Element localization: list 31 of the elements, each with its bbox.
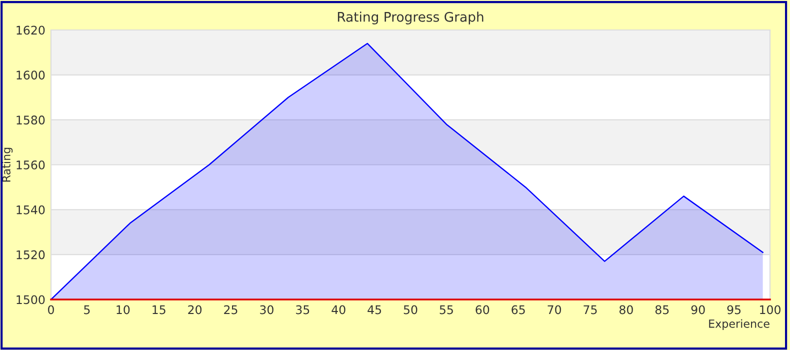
x-tick-label: 5 <box>84 305 90 314</box>
x-tick-label: 25 <box>224 305 238 314</box>
x-tick-label: 10 <box>116 305 130 314</box>
x-tick-label: 80 <box>619 305 633 314</box>
y-axis-title: Rating <box>2 148 13 182</box>
x-tick-label: 0 <box>48 305 54 314</box>
chart-title: Rating Progress Graph <box>338 12 484 24</box>
y-tick-label: 1500 <box>16 295 45 304</box>
x-tick-label: 70 <box>548 305 562 314</box>
x-tick-label: 95 <box>727 305 741 314</box>
x-tick-label: 35 <box>296 305 310 314</box>
y-tick-label: 1520 <box>16 250 45 260</box>
x-tick-label: 75 <box>584 305 597 314</box>
x-tick-label: 50 <box>404 305 418 314</box>
x-tick-label: 85 <box>655 305 669 314</box>
x-tick-label: 45 <box>368 305 382 314</box>
y-tick-label: 1580 <box>16 116 45 124</box>
x-tick-label: 55 <box>440 305 453 314</box>
x-tick-label: 65 <box>512 305 525 314</box>
y-tick-label: 1600 <box>16 70 45 80</box>
y-tick-label: 1620 <box>16 26 45 35</box>
x-tick-label: 30 <box>260 305 274 314</box>
x-tick-label: 40 <box>332 305 346 314</box>
x-tick-label: 90 <box>691 305 705 314</box>
x-tick-label: 20 <box>188 305 202 314</box>
y-tick-label: 1540 <box>16 205 45 214</box>
x-tick-label: 60 <box>476 305 490 314</box>
x-tick-label: 15 <box>152 305 166 314</box>
x-tick-label: 100 <box>760 305 780 314</box>
y-tick-label: 1560 <box>16 160 45 170</box>
x-axis-title: Experience <box>709 319 770 330</box>
